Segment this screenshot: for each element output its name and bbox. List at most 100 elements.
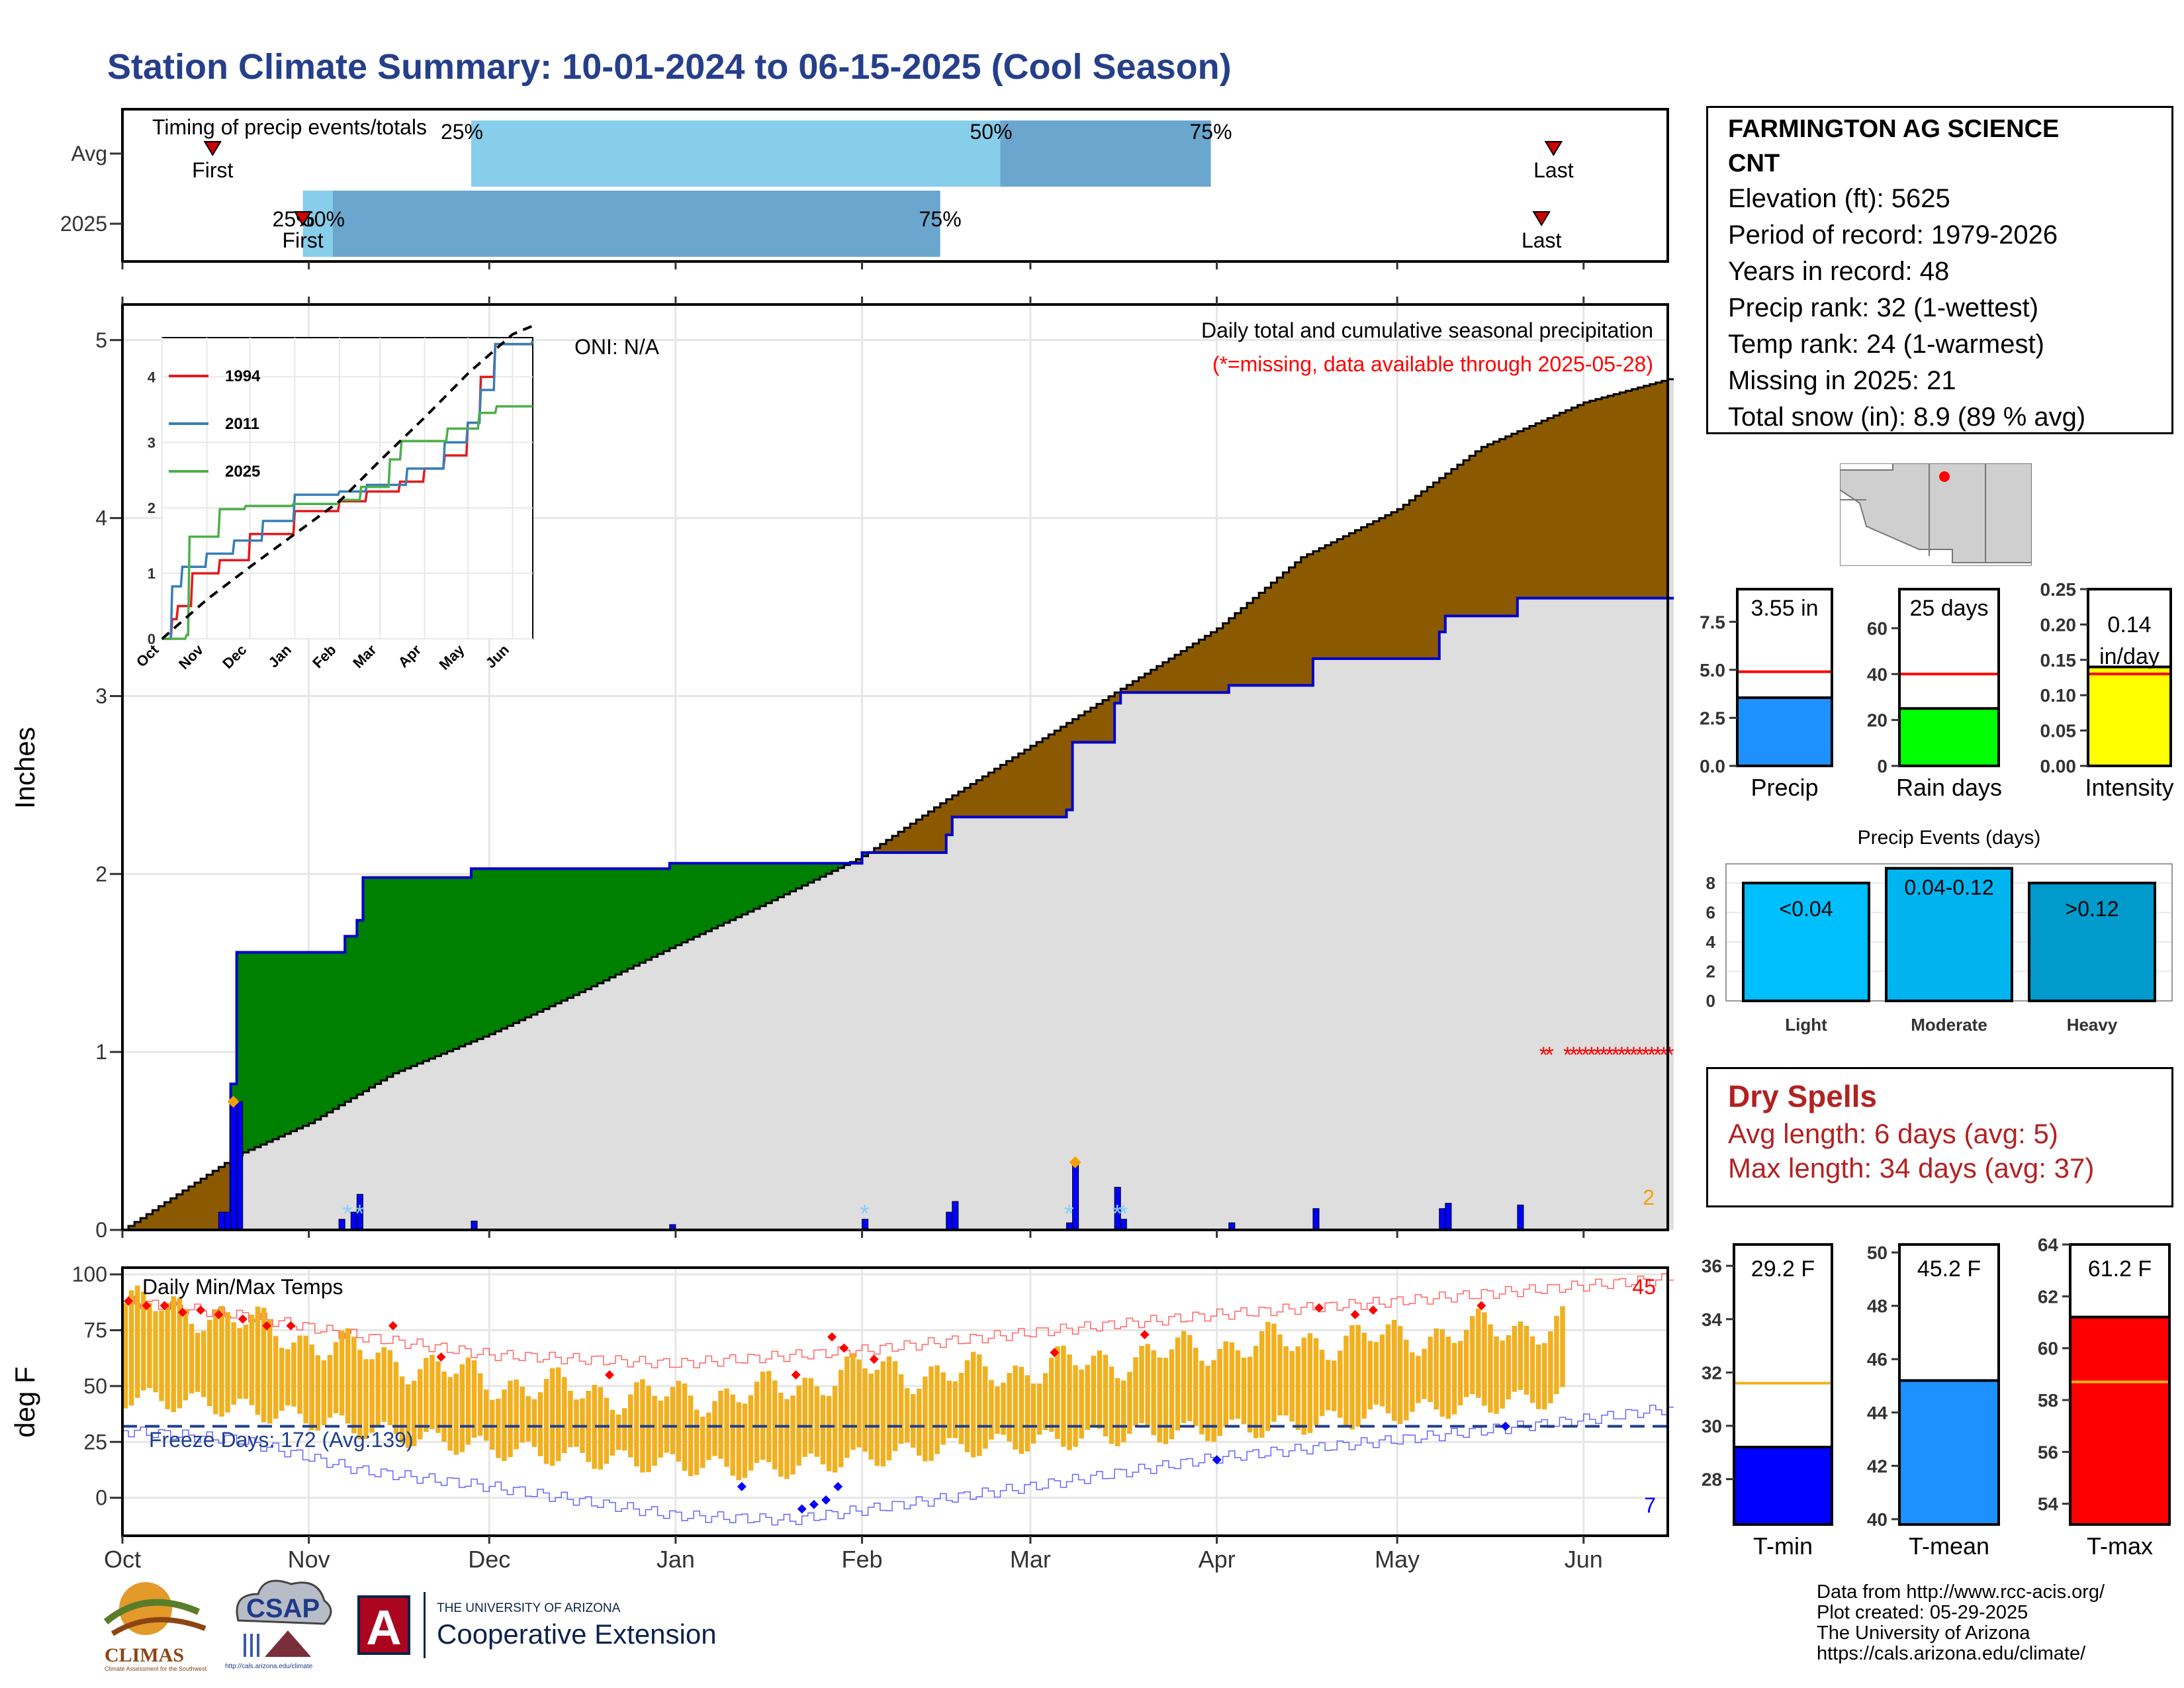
temp-day-bar-73 [562,1377,567,1454]
season-gauge-y-tick-label-0-3: 7.5 [1700,612,1725,632]
temp-day-bar-151 [1030,1383,1036,1444]
temp-day-bar-212 [1397,1326,1403,1425]
temp-day-bar-20 [243,1325,248,1399]
temp-day-bar-158 [1073,1365,1078,1447]
temp-gauge-bar-1 [1899,1380,1999,1524]
temp-day-bar-121 [850,1353,856,1450]
temp-day-bar-85 [634,1382,639,1467]
climas-logo[interactable]: CLIMAS Climate Assessment for the Southw… [99,1575,212,1675]
temp-day-bar-209 [1379,1335,1385,1407]
csap-logo[interactable]: CSAP http://cals.arizona.edu/climate [225,1574,338,1673]
temp-day-bar-67 [525,1396,531,1442]
temp-day-bar-51 [430,1354,435,1429]
events-y-tick-label-2: 4 [1706,932,1716,952]
temp-day-bar-183 [1223,1341,1228,1427]
temp-y-tick-label-2: 50 [83,1374,107,1398]
temp-y-tick-label-4: 100 [72,1262,107,1286]
temp-day-bar-233 [1524,1325,1529,1395]
ua-block-a: A [357,1595,410,1655]
temp-panel-frame [121,1266,1669,1537]
temp-day-bar-221 [1451,1342,1457,1415]
temp-x-tick-label-3: Jan [657,1546,695,1573]
temp-low-record-point-0 [737,1481,747,1491]
station-period: Period of record: 1979-2026 [1728,220,2058,250]
temp-day-bar-8 [171,1296,176,1413]
timing-bar-50-75-1 [332,191,940,257]
temp-day-bar-10 [183,1309,189,1401]
temp-day-bar-21 [249,1315,255,1405]
timing-first-label-0: First [192,158,233,182]
station-info-panel: FARMINGTON AG SCIENCE CNT Elevation (ft)… [1706,106,2173,434]
inset-y-tick-label-3: 3 [148,434,156,451]
temp-day-bar-95 [694,1409,700,1476]
temp-day-bar-93 [682,1383,688,1471]
inset-legend-label-2011: 2011 [225,415,259,433]
ua-cooperative-extension-logo[interactable]: A THE UNIVERSITY OF ARIZONA Cooperative … [357,1592,741,1665]
temp-record-high-line [122,1273,1674,1368]
precip-daily-bar-18 [1439,1208,1446,1231]
timing-title: Timing of precip events/totals [152,115,427,139]
temp-day-bar-111 [790,1395,796,1475]
temp-day-bar-174 [1169,1349,1175,1440]
temp-day-bar-127 [886,1356,892,1461]
temp-gauge-y-tick-label-2-1: 56 [2038,1442,2058,1462]
temp-gauge-y-tick-label-0-1: 30 [1702,1416,1722,1436]
temp-day-bar-210 [1385,1324,1391,1414]
temp-day-bar-134 [929,1366,934,1461]
timing-label-50-1: 50% [302,207,345,231]
season-gauge-frame-1 [1898,588,2000,767]
temp-day-bar-104 [748,1395,754,1471]
temp-day-bar-211 [1391,1319,1397,1421]
temp-day-bar-169 [1139,1346,1144,1423]
csap-logo-subtext: http://cals.arizona.edu/climate [225,1663,313,1670]
season-gauge-bar-0 [1737,697,1832,766]
temp-day-bar-49 [417,1369,423,1440]
temp-high-record-point-0 [124,1296,134,1306]
timing-first-marker-1 [293,211,312,226]
temp-day-bar-218 [1433,1328,1439,1410]
temp-x-tick-label-0: Oct [104,1546,141,1573]
precip-y-tick-label-2: 2 [95,862,107,886]
temp-day-bar-99 [718,1390,723,1459]
temp-day-bar-96 [700,1417,705,1468]
temp-high-record-point-14 [839,1343,849,1353]
temp-day-bar-11 [189,1323,195,1394]
page-title: Station Climate Summary: 10-01-2024 to 0… [107,47,1232,87]
temp-day-bar-237 [1548,1331,1553,1403]
temp-day-bar-14 [206,1319,212,1407]
temp-day-bar-190 [1265,1321,1271,1431]
dry-spells-panel: Dry Spells Avg length: 6 days (avg: 5) M… [1706,1067,2173,1207]
precip-missing-marker-15: * [1641,1043,1650,1068]
temp-high-record-point-2 [159,1301,169,1311]
temp-day-bar-168 [1133,1357,1138,1426]
temp-day-bar-7 [165,1303,170,1409]
temp-day-bar-220 [1445,1336,1451,1419]
temp-day-bar-103 [742,1403,748,1478]
temp-day-bar-83 [621,1408,627,1451]
temp-high-record-point-17 [1140,1330,1150,1340]
precip-missing-marker-12: * [1623,1043,1632,1068]
map-states [1840,463,2032,563]
temp-day-bar-171 [1151,1350,1156,1436]
temp-day-bar-126 [880,1361,886,1467]
temp-freeze-days-label: Freeze Days: 172 (Avg:139) [149,1428,414,1452]
temp-day-bar-144 [989,1380,994,1440]
temp-day-bar-153 [1042,1373,1048,1430]
temp-day-bar-187 [1247,1356,1253,1432]
temp-day-bar-47 [405,1384,411,1448]
temp-day-bar-26 [279,1348,285,1411]
temp-day-bar-109 [778,1393,784,1477]
temp-day-bar-216 [1422,1348,1427,1399]
temp-day-bar-55 [453,1374,459,1455]
precip-missing-marker-0: * [1539,1043,1548,1068]
precip-missing-marker-14: * [1635,1043,1644,1068]
temp-day-bar-75 [574,1399,579,1447]
temp-gauge-y-tick-label-1-0: 40 [1867,1509,1888,1530]
temp-day-bar-201 [1332,1360,1337,1411]
temp-day-bar-203 [1343,1335,1349,1426]
season-gauge-value-text-2-2: in/day [2099,644,2160,669]
season-gauge-y-tick-label-0-0: 0.0 [1700,756,1725,776]
temp-day-bar-163 [1103,1354,1109,1436]
season-gauge-y-tick-label-2-0: 0.00 [2040,756,2077,776]
timing-last-label-1: Last [1522,228,1562,252]
